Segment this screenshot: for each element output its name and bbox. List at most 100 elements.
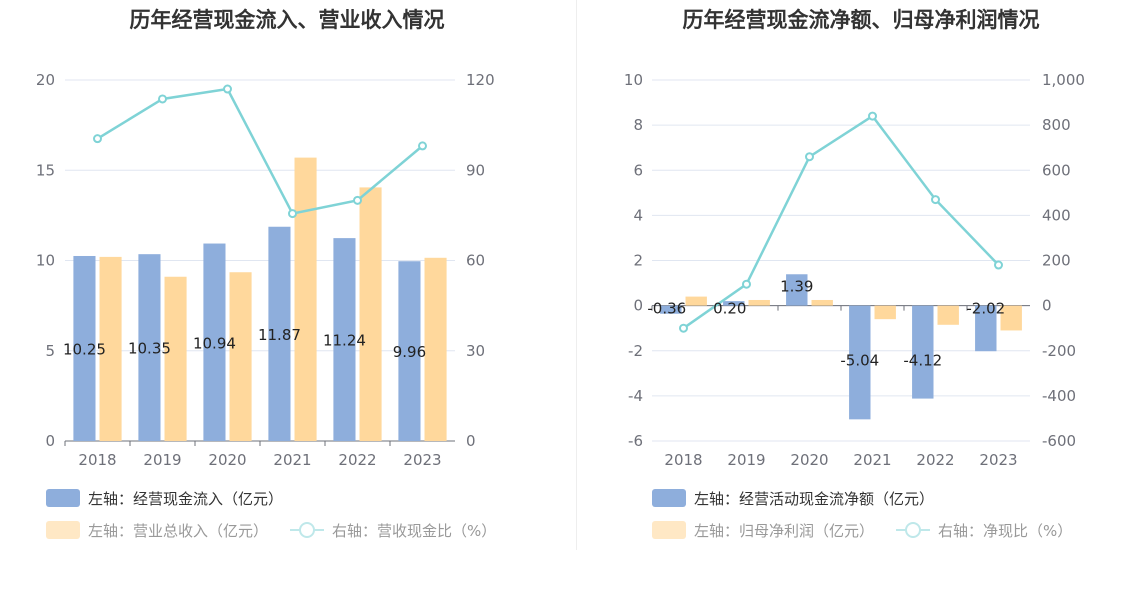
legend-row-2: 左轴：归母净利润（亿元） 右轴：净现比（%）: [652, 519, 1094, 541]
legend-label: 左轴：归母净利润（亿元）: [694, 521, 875, 540]
y-right-tick-label: -200: [1042, 342, 1076, 360]
legend-label: 左轴：经营活动现金流净额（亿元）: [694, 489, 935, 508]
x-tick-label: 2023: [403, 451, 441, 469]
chart-title: 历年经营现金流净额、归母净利润情况: [682, 8, 1040, 32]
chart-title: 历年经营现金流入、营业收入情况: [129, 8, 445, 32]
x-tick-label: 2019: [143, 451, 181, 469]
y-right-tick-label: 0: [466, 432, 476, 450]
bar-primary: [73, 255, 96, 441]
x-tick-label: 2022: [338, 451, 376, 469]
y-left-tick-label: -6: [628, 432, 643, 450]
y-right-tick-label: 30: [466, 342, 485, 360]
data-label: 0.20: [713, 300, 746, 318]
x-tick-label: 2020: [208, 451, 246, 469]
bar-secondary: [937, 305, 959, 325]
ratio-point: [742, 279, 751, 289]
legend-item-revenue[interactable]: 左轴：营业总收入（亿元）: [46, 520, 268, 541]
bar-secondary: [164, 276, 187, 441]
bar-secondary: [874, 305, 896, 320]
x-tick-label: 2019: [727, 451, 765, 469]
data-label: -0.36: [647, 300, 686, 318]
data-label: -5.04: [840, 352, 879, 370]
data-label: 11.87: [258, 326, 301, 344]
ratio-point: [418, 141, 427, 151]
bar-primary: [723, 301, 745, 306]
data-label: 9.96: [393, 343, 426, 361]
data-label: 10.25: [63, 340, 106, 358]
y-right-tick-label: 0: [1042, 297, 1052, 315]
y-left-tick-label: 10: [624, 71, 643, 89]
bar-secondary: [748, 299, 770, 306]
bar-primary: [398, 261, 421, 441]
legend-item-net-ratio[interactable]: 右轴：净现比（%）: [896, 520, 1072, 541]
y-left-tick-label: 10: [36, 252, 55, 270]
ratio-point: [868, 111, 877, 121]
x-tick-label: 2021: [273, 451, 311, 469]
legend-line-swatch: [290, 521, 325, 539]
y-left-tick-label: 15: [36, 161, 55, 179]
bar-secondary: [294, 157, 317, 442]
y-left-tick-label: 2: [633, 252, 643, 270]
y-left-tick-label: 0: [45, 432, 55, 450]
bar-primary: [912, 305, 934, 399]
y-left-tick-label: -2: [628, 342, 643, 360]
legend-row-1: 左轴：经营现金流入（亿元）: [46, 487, 305, 509]
bar-primary: [268, 226, 291, 441]
ratio-point: [158, 94, 167, 104]
legend-item-inflow[interactable]: 左轴：经营现金流入（亿元）: [46, 488, 283, 509]
legend-swatch: [46, 489, 80, 507]
legend-swatch: [652, 521, 686, 539]
bar-secondary: [685, 296, 707, 306]
y-right-tick-label: 200: [1042, 252, 1071, 270]
legend-item-net-profit[interactable]: 左轴：归母净利润（亿元）: [652, 520, 874, 541]
x-tick-label: 2021: [853, 451, 891, 469]
y-left-tick-label: 20: [36, 71, 55, 89]
bar-primary: [138, 254, 161, 441]
ratio-point: [223, 84, 232, 94]
legend-label: 右轴：营收现金比（%）: [332, 521, 497, 540]
legend-label: 左轴：经营现金流入（亿元）: [88, 489, 284, 508]
legend-row-2: 左轴：营业总收入（亿元） 右轴：营收现金比（%）: [46, 519, 518, 541]
y-right-tick-label: -600: [1042, 432, 1076, 450]
y-right-tick-label: 800: [1042, 116, 1071, 134]
legend-item-ratio[interactable]: 右轴：营收现金比（%）: [290, 520, 496, 541]
bar-primary: [975, 305, 997, 352]
bar-primary: [849, 305, 871, 420]
data-label: 10.94: [193, 334, 236, 352]
y-right-tick-label: 90: [466, 161, 485, 179]
ratio-point: [931, 195, 940, 205]
y-right-tick-label: 600: [1042, 161, 1071, 179]
y-left-tick-label: 6: [633, 161, 643, 179]
x-tick-label: 2023: [979, 451, 1017, 469]
legend-swatch: [46, 521, 80, 539]
bar-primary: [786, 274, 808, 306]
y-right-tick-label: 1,000: [1042, 71, 1085, 89]
y-right-tick-label: 60: [466, 252, 485, 270]
ratio-line: [96, 87, 424, 215]
ratio-point: [288, 209, 297, 219]
x-tick-label: 2018: [78, 451, 116, 469]
data-label: -2.02: [966, 300, 1005, 318]
data-label: 1.39: [780, 277, 813, 295]
y-right-tick-label: 400: [1042, 206, 1071, 224]
y-right-tick-label: 120: [466, 71, 495, 89]
bar-primary: [660, 305, 682, 314]
data-label: 11.24: [323, 332, 366, 350]
ratio-point: [353, 195, 362, 205]
ratio-point: [93, 134, 102, 144]
bar-secondary: [229, 272, 252, 441]
bar-primary: [203, 243, 226, 441]
bar-secondary: [811, 299, 833, 306]
y-right-tick-label: -400: [1042, 387, 1076, 405]
bar-primary: [333, 238, 356, 441]
ratio-point: [679, 323, 688, 333]
data-label: 10.35: [128, 340, 171, 358]
ratio-line: [682, 114, 1000, 330]
x-tick-label: 2020: [790, 451, 828, 469]
legend-line-swatch: [896, 521, 931, 539]
legend-item-net-cashflow[interactable]: 左轴：经营活动现金流净额（亿元）: [652, 488, 934, 509]
ratio-point: [994, 260, 1003, 270]
x-tick-label: 2018: [664, 451, 702, 469]
y-left-tick-label: 0: [633, 297, 643, 315]
chart-panel-cashflow-net: 历年经营现金流净额、归母净利润情况 -6 -4 -2 0 2 4 6 8 10 -600 -400-…: [574, 0, 1148, 589]
